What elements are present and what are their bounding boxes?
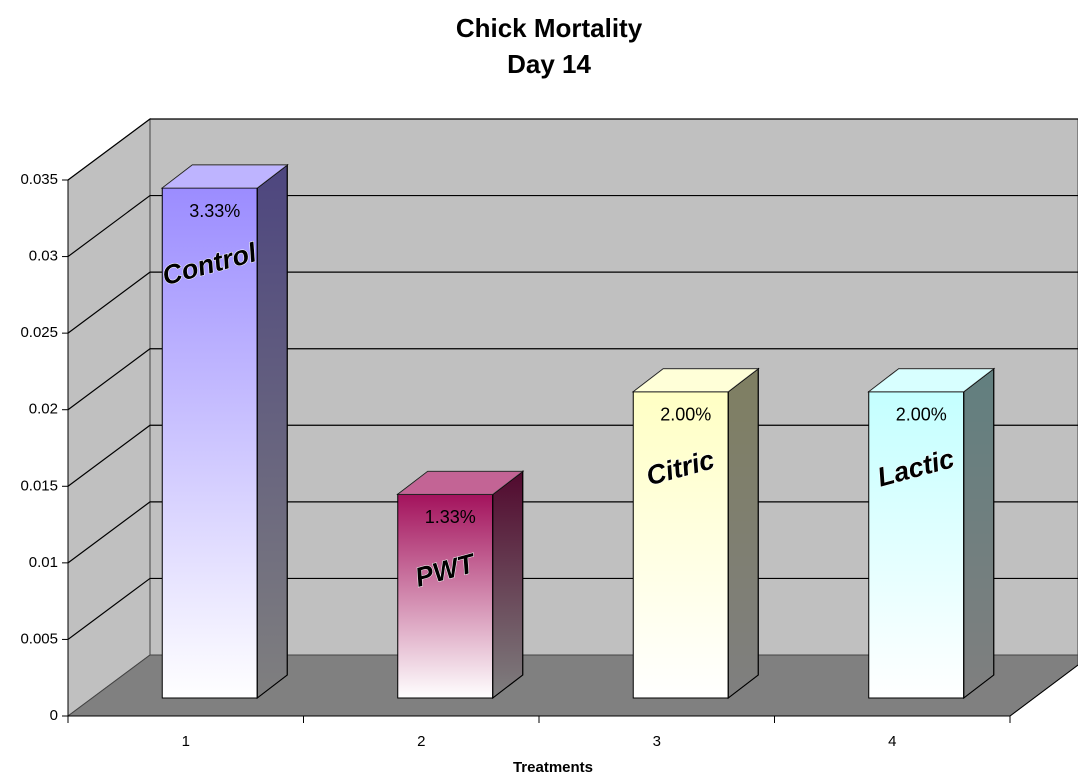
bar-top-shade [868,368,994,392]
y-tick-label: 0.025 [20,324,58,341]
grid-line [67,348,1078,411]
grid-line [67,194,1078,258]
y-tick-label: 0.01 [29,554,58,571]
grid-line [67,424,1078,487]
bar-top [160,164,289,189]
bar-side-shade [256,164,288,700]
y-tick-label: 0.02 [29,401,58,418]
y-tick-label: 0.035 [20,171,58,188]
bar-top [396,470,525,495]
bar-top [631,368,760,393]
value-label: 2.00% [896,404,947,424]
floor-edge [1009,664,1078,717]
bar-front [161,187,258,699]
x-tick-label: 2 [417,733,425,750]
bar-front [632,391,729,699]
y-tick-label: 0.015 [20,477,58,494]
value-label: 1.33% [425,507,476,527]
bar-side-shade [727,367,759,700]
side-wall [67,118,151,717]
bar-front [868,391,965,699]
bar-top [867,368,996,393]
bar-top-shade [633,368,759,392]
y-tick-label: 0.005 [20,630,58,647]
chart-subtitle: Day 14 [507,49,591,79]
grid-line [67,118,1078,181]
chart-title: Chick Mortality [456,13,643,43]
x-tick-label: 1 [182,733,190,750]
x-tick-label: 4 [888,733,896,750]
bar-top-shade [397,471,523,495]
x-axis-title: Treatments [513,759,593,776]
bar-top-shade [162,165,288,189]
value-label: 2.00% [660,404,711,424]
bar-front [397,493,494,699]
bar-side-shade [492,470,524,700]
grid-line [67,577,1078,640]
y-tick-label: 0 [50,707,58,724]
y-tick-label: 0.03 [29,248,58,265]
x-tick-label: 3 [653,733,661,750]
value-label: 3.33% [189,201,240,221]
grid-line [67,501,1078,564]
bar-side-shade [963,367,995,700]
grid-line [67,271,1078,334]
